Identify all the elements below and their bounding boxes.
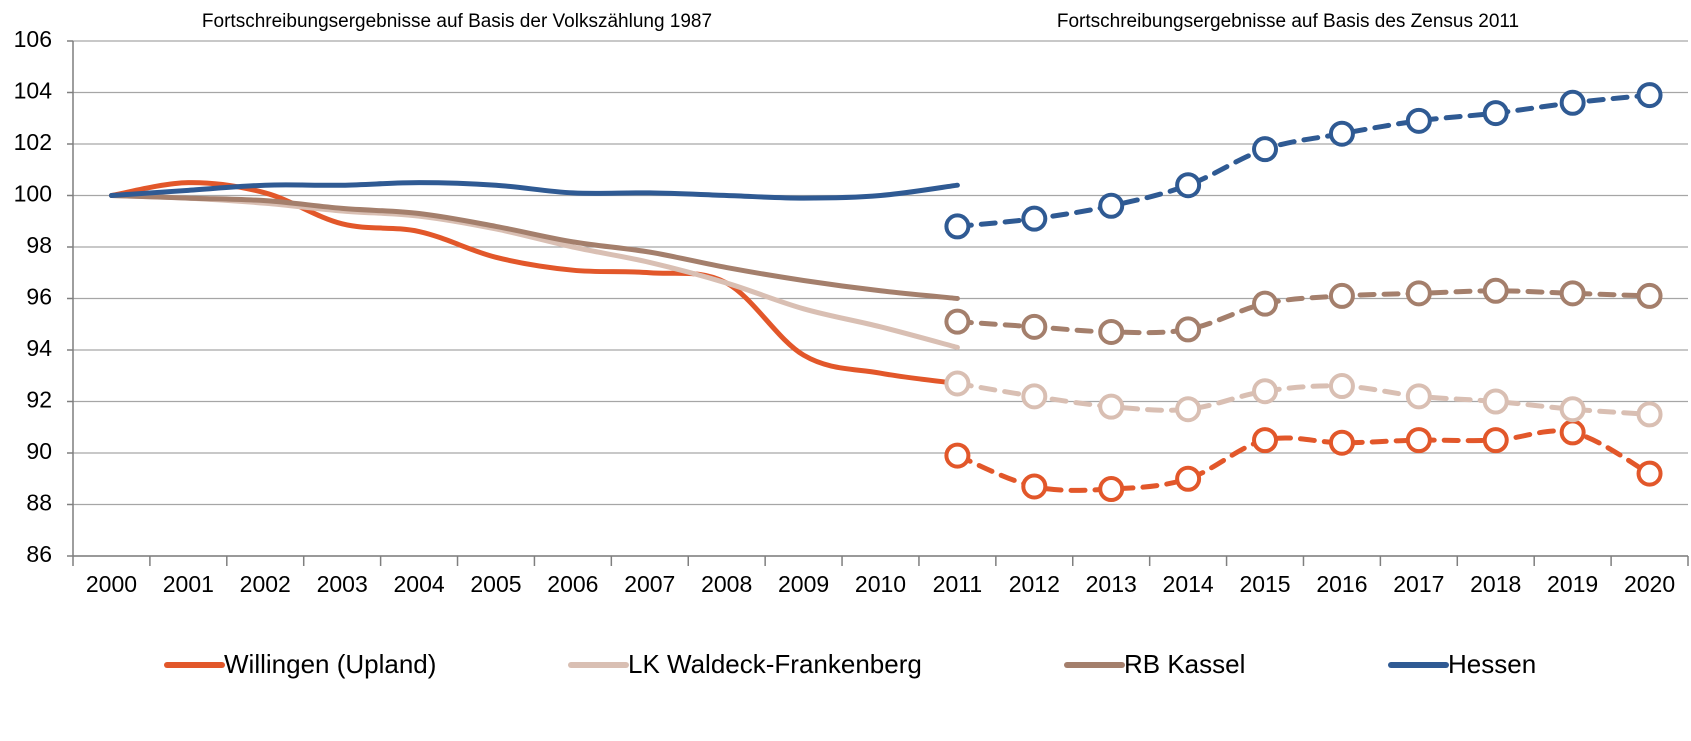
x-tick-label: 2001 [163,571,214,597]
dashed-line [954,288,1653,336]
marker [944,370,971,397]
marker [1328,373,1355,400]
x-tick-label: 2020 [1624,571,1675,597]
y-tick-label: 100 [14,181,52,207]
marker [1559,396,1586,423]
x-tick-label: 2019 [1547,571,1598,597]
marker [1636,282,1663,309]
legend-label: Hessen [1448,649,1536,679]
legend-label: Willingen (Upland) [224,649,436,679]
section-title: Fortschreibungsergebnisse auf Basis des … [1057,11,1519,32]
marker [1559,89,1586,116]
marker [1252,136,1279,163]
y-tick-label: 106 [14,26,52,52]
marker [1328,282,1355,309]
legend-label: RB Kassel [1124,649,1245,679]
marker [1252,290,1279,317]
x-tick-label: 2006 [547,571,598,597]
line [108,180,960,201]
x-tick-label: 2012 [1009,571,1060,597]
x-tick-label: 2007 [624,571,675,597]
legend-label: LK Waldeck-Frankenberg [628,649,922,679]
marker [1175,172,1202,199]
dashed-line [954,428,1653,493]
marker [1021,473,1048,500]
x-tick-label: 2010 [855,571,906,597]
x-tick-label: 2013 [1086,571,1137,597]
x-tick-label: 2011 [933,571,982,597]
y-tick-label: 86 [26,541,52,567]
line [108,193,960,350]
y-tick-label: 102 [14,129,52,155]
x-tick-label: 2005 [470,571,521,597]
marker [944,213,971,240]
marker [944,308,971,335]
marker [1175,465,1202,492]
marker [1636,460,1663,487]
section-title: Fortschreibungsergebnisse auf Basis der … [202,11,712,32]
x-tick-label: 2009 [778,571,829,597]
x-tick-label: 2008 [701,571,752,597]
marker [1482,388,1509,415]
marker [1098,393,1125,420]
y-tick-label: 104 [14,78,53,104]
marker [1098,192,1125,219]
x-tick-label: 2003 [317,571,368,597]
y-tick-label: 94 [26,335,52,361]
y-tick-label: 98 [26,232,52,258]
x-tick-label: 2014 [1163,571,1214,597]
y-tick-label: 96 [26,284,52,310]
marker [1175,396,1202,423]
marker [1252,427,1279,454]
marker [1021,205,1048,232]
y-tick-label: 88 [26,490,52,516]
dashed-line [954,92,1653,229]
marker [1021,313,1048,340]
marker [1482,277,1509,304]
x-tick-label: 2018 [1470,571,1521,597]
dashed-line [954,380,1653,417]
marker [1405,107,1432,134]
x-tick-label: 2000 [86,571,137,597]
marker [1252,378,1279,405]
marker [1405,427,1432,454]
marker [1482,100,1509,127]
marker [1636,401,1663,428]
marker [944,442,971,469]
line [108,193,960,301]
marker [1098,318,1125,345]
x-tick-label: 2017 [1393,571,1444,597]
line [108,180,960,386]
x-tick-label: 2015 [1239,571,1290,597]
marker [1328,429,1355,456]
marker [1098,476,1125,503]
marker [1405,383,1432,410]
marker [1405,280,1432,307]
y-tick-label: 90 [26,438,52,464]
marker [1559,280,1586,307]
y-tick-label: 92 [26,387,52,413]
marker [1482,427,1509,454]
x-tick-label: 2004 [393,571,444,597]
marker [1021,383,1048,410]
marker [1559,419,1586,446]
marker [1175,316,1202,343]
marker [1328,120,1355,147]
marker [1636,82,1663,109]
x-tick-label: 2002 [240,571,291,597]
x-tick-label: 2016 [1316,571,1367,597]
